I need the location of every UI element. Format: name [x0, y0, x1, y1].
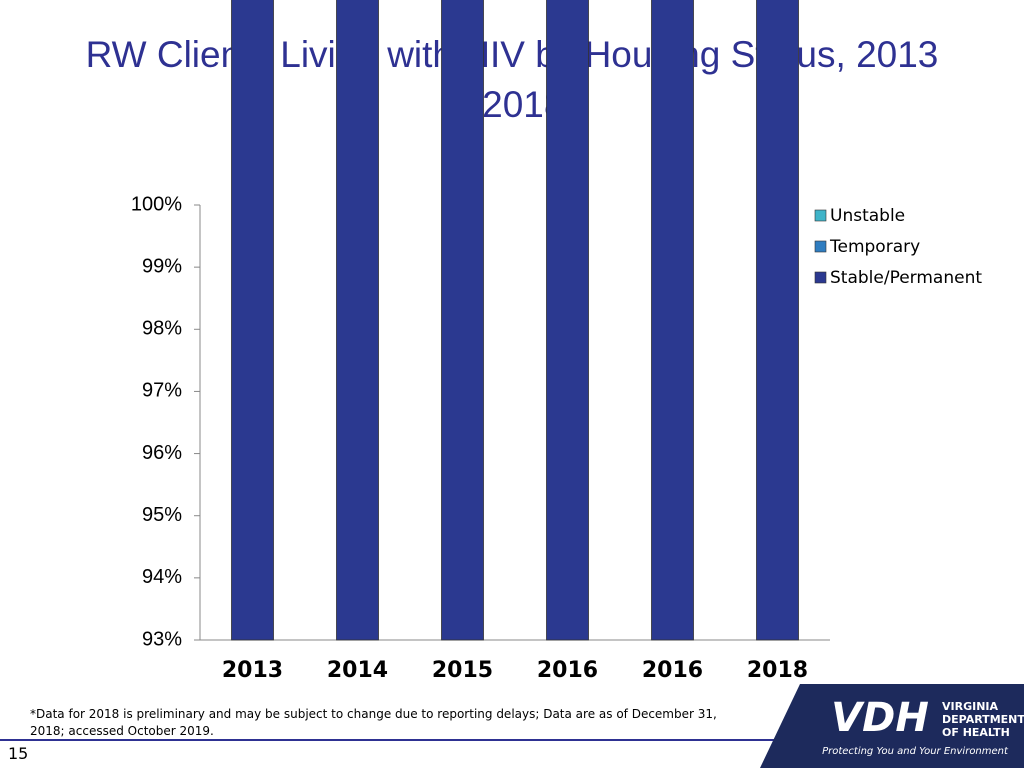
- y-tick-label: 95%: [142, 504, 182, 526]
- y-tick-label: 98%: [142, 318, 182, 340]
- logo-line: OF HEALTH: [942, 726, 1010, 739]
- x-tick-label: 2014: [327, 658, 388, 683]
- bar-segment: [546, 0, 589, 641]
- y-tick-label: 96%: [142, 442, 182, 464]
- logo-mark: VDH: [831, 695, 929, 741]
- y-tick-label: 100%: [131, 193, 182, 215]
- legend-label: Temporary: [829, 237, 920, 257]
- logo-line: VIRGINIA: [942, 700, 998, 713]
- y-tick-label: 94%: [142, 566, 182, 588]
- logo-tagline: Protecting You and Your Environment: [822, 746, 1009, 757]
- x-tick-label: 2013: [222, 658, 283, 683]
- bar-segment: [336, 0, 379, 641]
- bar-segment: [441, 0, 484, 641]
- y-tick-label: 99%: [142, 255, 182, 277]
- legend-swatch: [814, 271, 827, 284]
- logo-background: [760, 684, 1024, 768]
- bar-segment: [756, 0, 799, 641]
- legend-label: Stable/Permanent: [830, 268, 982, 288]
- legend-swatch: [814, 209, 827, 222]
- x-tick-label: 2016: [642, 658, 703, 683]
- y-tick-label: 93%: [142, 628, 182, 650]
- bar-segment: [231, 0, 274, 641]
- y-tick-label: 97%: [142, 380, 182, 402]
- logo-line: DEPARTMENT: [942, 713, 1024, 726]
- x-tick-label: 2016: [537, 658, 598, 683]
- legend-swatch: [814, 240, 827, 253]
- bar-segment: [651, 0, 694, 641]
- page-number: 15: [8, 744, 29, 763]
- legend-label: Unstable: [830, 206, 905, 226]
- footnote: *Data for 2018 is preliminary and may be…: [30, 707, 717, 738]
- x-tick-label: 2018: [747, 658, 808, 683]
- x-tick-label: 2015: [432, 658, 493, 683]
